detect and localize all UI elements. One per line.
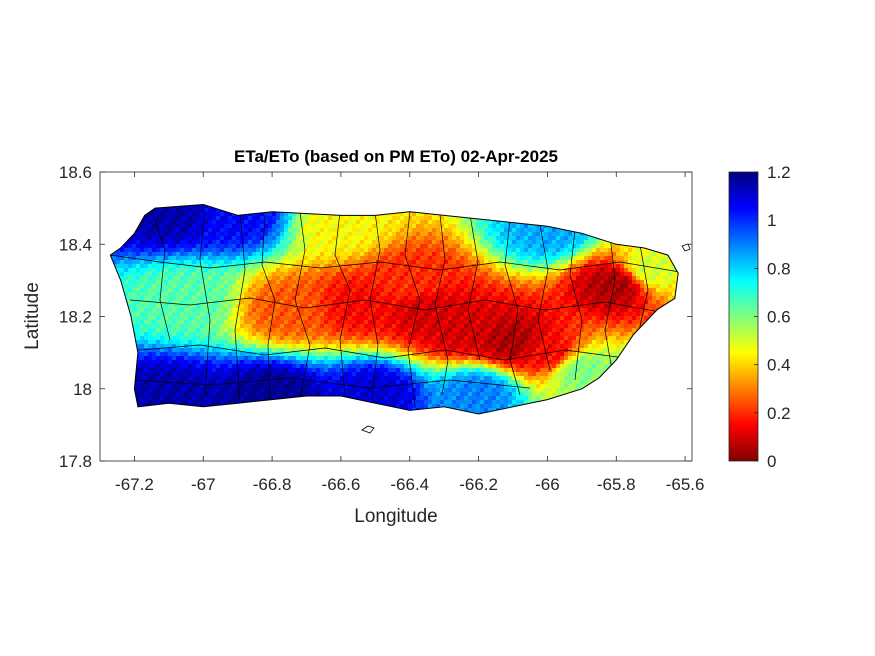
island-outline [109,203,679,415]
y-tick-label: 18.6 [59,163,92,182]
x-axis: -67.2 -67 -66.8 -66.6 -66.4 -66.2 -66 -65.8 -65.… [115,172,704,494]
y-tick-label: 17.8 [59,452,92,471]
colorbar-tick-label: 0 [767,452,776,471]
municipal-boundary [504,219,521,396]
municipal-boundary [294,211,311,401]
municipal-boundary [334,211,351,396]
x-tick-label: -67 [191,475,216,494]
colorbar-tick-label: 1 [767,211,776,230]
municipal-boundary [537,224,551,371]
chart-title: ETa/ETo (based on PM ETo) 02-Apr-2025 [234,147,558,166]
municipal-boundary [637,244,649,336]
municipal-boundary [261,214,276,406]
municipal-boundary [404,211,421,406]
colorbar-tick-label: 1.2 [767,163,791,182]
colorbar-tick-label: 0.2 [767,404,791,423]
islet-outline [681,243,691,252]
x-tick-label: -65.8 [597,475,636,494]
colorbar-tick-label: 0.8 [767,259,791,278]
municipal-boundary [467,214,481,361]
y-axis: 17.8 18 18.2 18.4 18.6 [59,163,692,471]
y-tick-label: 18.4 [59,235,92,254]
municipal-boundary [134,377,531,389]
municipal-boundary [604,234,616,371]
x-tick-label: -66 [535,475,560,494]
municipal-boundary [129,297,661,313]
municipal-boundary [234,211,246,401]
municipal-boundary [369,211,381,401]
municipal-boundaries [110,204,679,406]
municipal-boundary [569,229,583,381]
x-tick-label: -67.2 [115,475,154,494]
colorbar [728,171,759,462]
municipal-boundary [434,214,449,396]
municipal-boundary [149,204,171,341]
colorbar-axis: 0 0.2 0.4 0.6 0.8 1 1.2 [754,163,791,471]
municipal-boundary [199,209,211,396]
y-axis-label: Latitude [22,282,43,350]
x-tick-label: -66.8 [253,475,292,494]
x-tick-label: -66.2 [459,475,498,494]
x-tick-label: -66.4 [390,475,429,494]
municipal-boundary [139,344,626,361]
colorbar-tick-label: 0.6 [767,308,791,327]
islet-outline [361,425,375,434]
x-axis-label: Longitude [354,506,437,527]
x-tick-label: -65.6 [666,475,705,494]
municipal-boundary [110,254,679,273]
y-tick-label: 18.2 [59,308,92,327]
colorbar-tick-label: 0.4 [767,356,791,375]
x-tick-label: -66.6 [322,475,361,494]
y-tick-label: 18 [73,380,92,399]
